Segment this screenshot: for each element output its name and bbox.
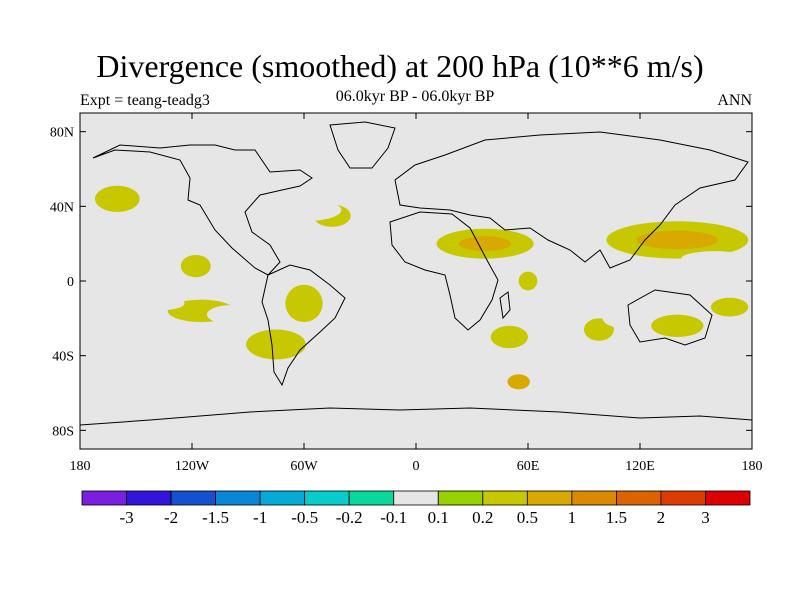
divergence-field (80, 185, 749, 405)
lat-label-0: 80N (50, 126, 74, 141)
lat-label-3: 40S (52, 350, 74, 365)
colorbar-swatch-9 (482, 490, 528, 506)
divergence-region-16 (80, 273, 159, 289)
coastline-australia (627, 289, 713, 346)
divergence-region-25 (681, 251, 749, 267)
colorbar-swatch-4 (259, 490, 306, 506)
colorbar-swatch-12 (616, 490, 662, 506)
colorbar-swatch-11 (571, 490, 617, 506)
longitude-axis: 180 120W 60W 0 60E 120E 180 (70, 113, 763, 474)
divergence-region-24 (576, 251, 629, 267)
divergence-region-19 (266, 198, 342, 222)
colorbar-label-5: -0.2 (336, 508, 363, 527)
lon-label-2: 60W (290, 459, 318, 474)
coastlines (80, 121, 752, 449)
colorbar-label-3: -1 (253, 508, 267, 527)
divergence-region-1 (458, 236, 512, 252)
colorbar-label-0: -3 (119, 508, 133, 527)
chart-title: Divergence (smoothed) at 200 hPa (10**6 … (96, 48, 704, 84)
colorbar-swatch-10 (526, 490, 573, 506)
colorbar-label-2: -1.5 (202, 508, 229, 527)
colorbar-swatch-3 (215, 490, 261, 506)
colorbar-swatch-7 (393, 490, 439, 506)
colorbar-label-10: 1 (568, 508, 577, 527)
coastline-north-america (92, 144, 313, 276)
colorbar-swatch-6 (348, 490, 395, 506)
divergence-region-14 (710, 297, 749, 317)
divergence-region-8 (246, 329, 306, 360)
colorbar-label-9: 0.5 (517, 508, 538, 527)
colorbar-label-12: 2 (657, 508, 666, 527)
lon-label-5: 120E (625, 459, 655, 474)
lon-label-3: 0 (413, 459, 420, 474)
colorbar-label-4: -0.5 (291, 508, 318, 527)
coastline-south-america (261, 264, 346, 387)
divergence-region-20 (352, 253, 405, 272)
experiment-label: Expt = teang-teadg3 (80, 92, 210, 109)
divergence-region-27 (684, 198, 708, 214)
coastline-madagascar (499, 291, 511, 320)
lon-label-6: 180 (742, 459, 763, 474)
divergence-region-21 (322, 327, 361, 347)
divergence-region-5 (180, 254, 211, 278)
coastline-greenland (329, 121, 396, 169)
colorbar-label-1: -2 (164, 508, 178, 527)
divergence-region-22 (348, 389, 379, 405)
lat-label-2: 0 (67, 275, 74, 290)
colorbar-label-8: 0.2 (472, 508, 493, 527)
colorbar-label-11: 1.5 (606, 508, 627, 527)
divergence-region-17 (124, 295, 185, 311)
divergence-region-23 (457, 294, 487, 324)
lon-label-4: 60E (517, 459, 540, 474)
colorbar-swatch-1 (126, 490, 172, 506)
divergence-region-13 (651, 314, 704, 337)
colorbar-swatch-8 (437, 490, 484, 506)
divergence-region-26 (602, 309, 640, 328)
coastline-africa (389, 211, 499, 331)
colorbar-label-6: -0.1 (380, 508, 407, 527)
lat-label-1: 40N (50, 200, 74, 215)
divergence-region-4 (94, 185, 140, 212)
divergence-region-3 (636, 230, 719, 250)
lon-label-0: 180 (70, 459, 91, 474)
coastline-antarctica (80, 407, 752, 449)
lon-label-1: 120W (175, 459, 210, 474)
divergence-region-18 (206, 305, 252, 324)
colorbar-swatch-14 (705, 490, 751, 506)
colorbar-swatch-2 (170, 490, 216, 506)
coastline-eurasia (394, 131, 749, 269)
divergence-region-12 (507, 374, 530, 390)
lat-label-4: 80S (52, 424, 74, 439)
divergence-region-10 (518, 271, 538, 291)
season-label: ANN (717, 92, 752, 109)
colorbar-label-13: 3 (701, 508, 710, 527)
colorbar-label-7: 0.1 (428, 508, 449, 527)
colorbar-swatch-0 (81, 490, 127, 506)
divergence-region-7 (285, 284, 323, 323)
divergence-region-11 (490, 325, 528, 349)
colorbar-swatch-13 (660, 490, 706, 506)
colorbar: -3 -2 -1.5 -1 -0.5 -0.2 -0.1 0.1 0.2 0.5 1 1.5 2 3 (81, 490, 751, 527)
latitude-axis: 80N 40N 0 40S 80S (50, 126, 752, 439)
period-subtitle: 06.0kyr BP - 06.0kyr BP (335, 88, 495, 105)
colorbar-swatch-5 (304, 490, 350, 506)
map-background (80, 113, 752, 449)
